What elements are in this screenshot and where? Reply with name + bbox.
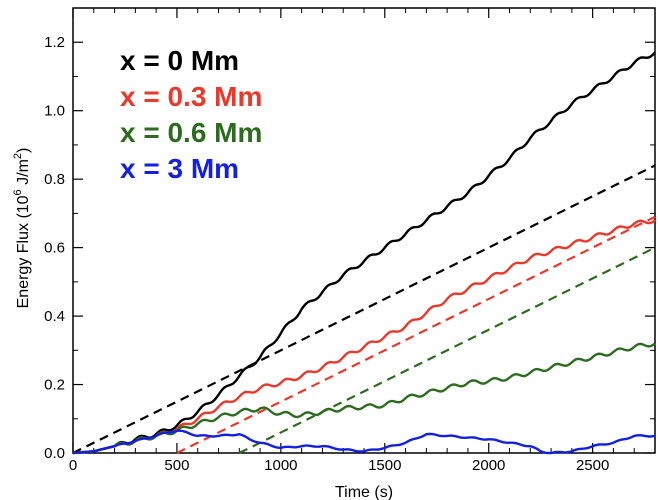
fit-lines <box>72 164 656 454</box>
legend-entry-3: x = 3 Mm <box>120 153 239 184</box>
x-tick-label: 500 <box>164 457 189 474</box>
dashed-fit-line-2 <box>238 246 656 454</box>
y-tick-label: 1.2 <box>44 34 65 51</box>
y-axis-label-exponent: 6 <box>12 189 24 195</box>
x-tick-label: 2000 <box>472 457 505 474</box>
y-axis-label-unit-exponent: 2 <box>12 153 24 159</box>
y-tick-label: 0.2 <box>44 377 65 394</box>
series-line-1 <box>72 219 656 455</box>
dashed-fit-line-1 <box>176 215 656 454</box>
y-tick-label: 0.8 <box>44 171 65 188</box>
y-axis-label: Energy Flux (106 J/m2) <box>12 148 32 309</box>
legend-entry-1: x = 0.3 Mm <box>120 81 262 112</box>
x-axis-label: Time (s) <box>335 484 393 500</box>
legend-entry-0: x = 0 Mm <box>120 45 239 76</box>
series-lines <box>72 51 656 455</box>
y-axis-label-main: Energy Flux (10 <box>15 195 32 308</box>
series-line-0 <box>72 51 656 455</box>
x-tick-label: 2500 <box>576 457 609 474</box>
x-tick-label: 1000 <box>264 457 297 474</box>
series-line-2 <box>72 342 656 455</box>
x-tick-label: 1500 <box>368 457 401 474</box>
series-line-3 <box>72 429 656 455</box>
y-tick-label: 1.0 <box>44 103 65 120</box>
y-tick-label: 0.4 <box>44 308 65 325</box>
y-axis-label-unit: J/m <box>15 159 32 189</box>
legend-entry-2: x = 0.6 Mm <box>120 117 262 148</box>
x-ticks: 0 500 1000 1500 2000 2500 <box>69 8 635 474</box>
y-tick-label: 0.0 <box>44 445 65 462</box>
x-tick-label: 0 <box>69 457 77 474</box>
legend: x = 0 Mm x = 0.3 Mm x = 0.6 Mm x = 3 Mm <box>120 45 262 184</box>
dashed-fit-line-0 <box>72 164 656 454</box>
y-tick-label: 0.6 <box>44 240 65 257</box>
y-ticks: 0.0 0.2 0.4 0.6 0.8 1.0 1.2 <box>44 34 655 462</box>
y-axis-label-close: ) <box>15 148 32 153</box>
